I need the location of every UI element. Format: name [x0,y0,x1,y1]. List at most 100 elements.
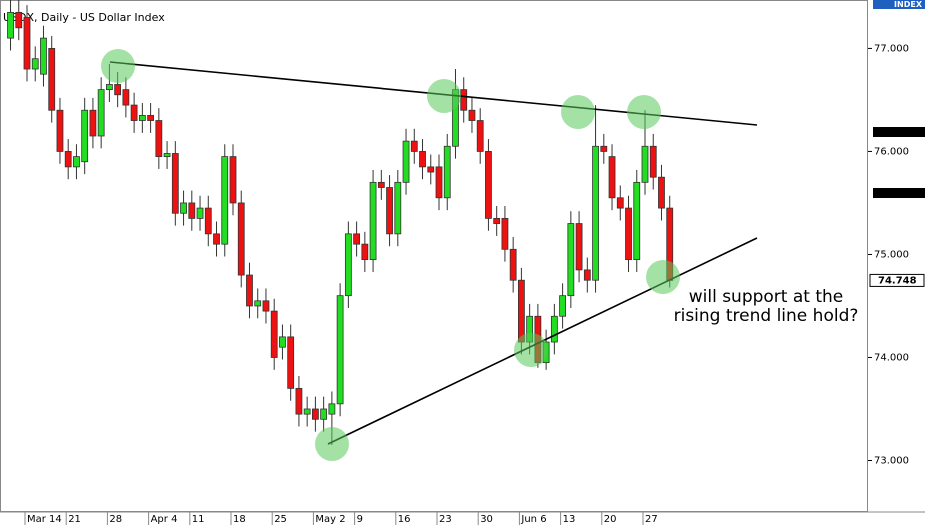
candle-body [559,295,566,317]
candle-body [130,104,138,121]
highlight [514,333,548,367]
annotation: will support at the [689,287,844,307]
y-tick-label: 75.000 [874,249,909,260]
y-tick-label: 77.000 [874,43,909,54]
highlight [101,49,135,83]
x-tick-label: 9 [357,514,363,525]
x-tick-label: Jun 6 [520,514,546,525]
candle-body [196,207,204,219]
candle-body [15,11,23,29]
x-tick-label: 11 [192,514,205,525]
candle-body [311,408,319,420]
highlight [427,79,461,113]
candle-body [616,197,624,209]
y-tick-label: 73.000 [874,455,909,466]
candle-body [163,153,171,157]
last-price-label: 74.748 [878,275,917,286]
candle-body [402,140,410,183]
candle-body [592,145,599,281]
candle-body [625,207,632,261]
axis-badge: INDEX [894,0,923,9]
x-tick-label: 16 [398,514,411,525]
candle-body [509,248,517,281]
candle-body [262,300,270,312]
candle-body [328,403,336,415]
x-tick-label: 30 [480,514,493,525]
candle-body [89,109,97,137]
last-price-box [869,273,925,287]
candle-body [493,217,501,224]
chart-title: USDX, Daily - US Dollar Index [3,11,165,24]
candle-body [295,387,303,415]
y-tick-label: 76.000 [874,146,909,157]
candle-body [649,145,657,178]
candle-body [229,156,237,204]
candle-body [31,58,39,70]
candle-body [336,295,344,405]
candle-body [180,202,187,214]
candle-body [567,223,575,297]
candle-body [106,84,113,91]
candle-body [427,166,435,173]
candle-body [237,202,245,276]
candle-body [270,310,278,358]
candle-body [435,166,443,199]
candle-body [40,37,47,75]
x-tick-label: 28 [109,514,122,525]
candle-body [287,336,295,389]
x-tick-label: May 2 [315,514,345,525]
x-tick-label: Mar 14 [27,514,62,525]
candle-body [97,89,105,137]
candle-body [155,120,163,157]
candle-body [419,151,426,168]
y-tick-label: 74.000 [874,352,909,363]
axis-marker [873,127,925,137]
candle-body [583,269,591,281]
candle-body [600,145,608,152]
candle-body [81,109,89,163]
candle-body [254,300,262,307]
candle-body [443,145,451,199]
candle-body [468,109,476,121]
x-tick-label: 25 [274,514,287,525]
highlights [101,49,680,461]
candle-body [460,89,468,111]
candle-body [344,233,352,297]
candle-body [23,17,31,70]
x-tick-label: 21 [68,514,81,525]
x-tick-label: 20 [604,514,617,525]
candle-body [64,151,72,168]
axis-marker [873,188,925,198]
candle-body [122,89,130,106]
candle-body [147,114,155,121]
candle-body [386,187,393,235]
candle-body [320,408,328,420]
candle-body [369,181,377,261]
candle-body [221,156,229,245]
candle-body [476,120,484,152]
candle-body [608,156,616,199]
candle-body [303,408,311,415]
candle-body [138,114,146,121]
axis-badge-box [873,0,925,9]
candle-body [575,223,583,271]
x-tick-label: Apr 4 [151,514,178,525]
candle-body [641,145,649,183]
candle-body [73,156,80,168]
candle-body [658,176,665,209]
candle-body [279,336,286,348]
candle-body [633,181,641,261]
candle-body [171,153,179,214]
highlight [315,427,349,461]
candle-body [114,84,122,96]
highlight [627,95,661,129]
x-tick-label: 18 [233,514,246,525]
candle-body [550,315,558,343]
candle-body [56,109,64,152]
candle-body [7,11,14,39]
x-tick-label: 23 [439,514,452,525]
candle-body [394,181,402,235]
candle-body [213,233,220,245]
candle-body [377,181,385,188]
